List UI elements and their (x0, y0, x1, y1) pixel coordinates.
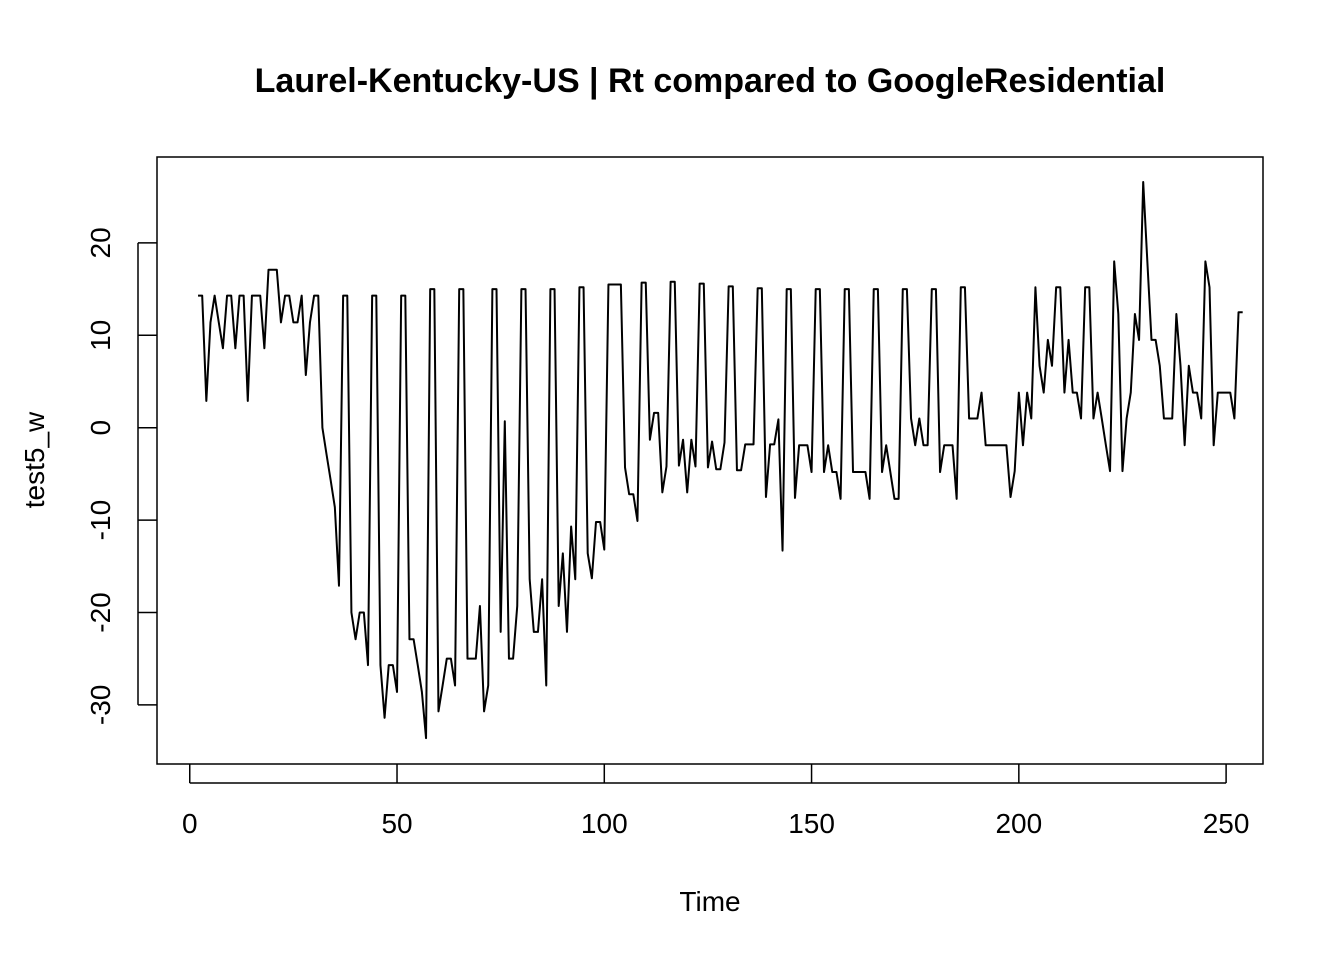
series-group (198, 180, 1243, 740)
x-tick-label: 0 (182, 808, 198, 839)
y-axis-label: test5_w (19, 411, 50, 508)
y-tick-label: 20 (85, 227, 116, 258)
x-tick-label: 200 (995, 808, 1042, 839)
x-tick-label: 100 (581, 808, 628, 839)
y-tick-label: 10 (85, 320, 116, 351)
series-line (198, 180, 1243, 740)
x-axis: 0 50 100 150 200 250 (182, 764, 1250, 839)
x-tick-label: 250 (1203, 808, 1250, 839)
x-tick-label: 50 (381, 808, 412, 839)
x-axis-label: Time (679, 886, 740, 917)
y-tick-label: -10 (85, 500, 116, 540)
y-tick-label: 0 (85, 420, 116, 436)
plot-area-border (156, 156, 1264, 765)
x-tick-label: 150 (788, 808, 835, 839)
y-tick-label: -30 (85, 685, 116, 725)
y-tick-label: -20 (85, 592, 116, 632)
y-axis: -30 -20 -10 0 10 20 (85, 227, 157, 725)
chart-title: Laurel-Kentucky-US | Rt compared to Goog… (255, 62, 1166, 100)
